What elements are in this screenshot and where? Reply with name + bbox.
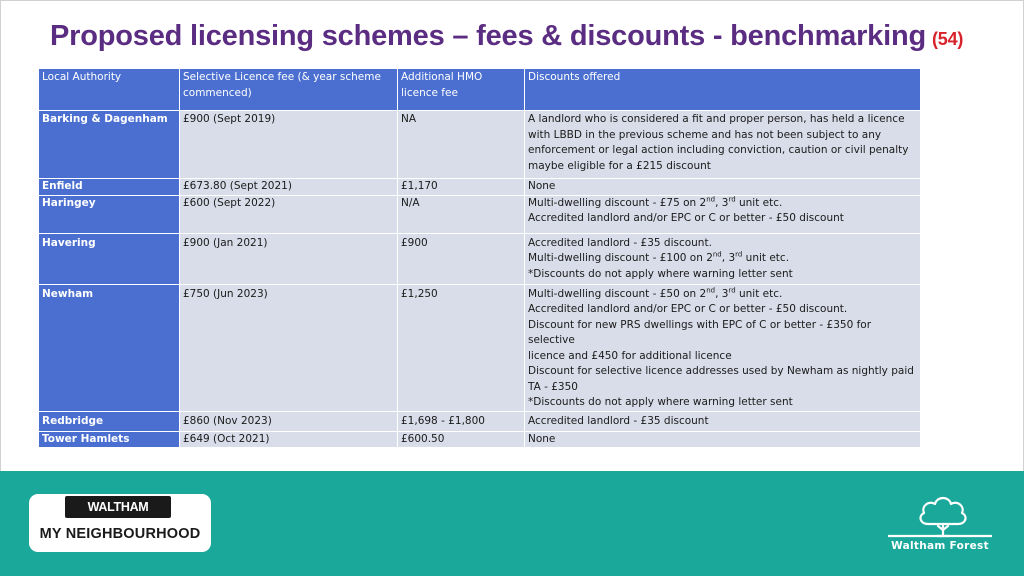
discount-line: with LBBD in the previous scheme and has… (528, 128, 882, 141)
tree-icon (888, 496, 992, 538)
discount-line: Multi-dwelling discount - £50 on 2nd, 3r… (528, 286, 783, 300)
table-row: Redbridge £860 (Nov 2023) £1,698 - £1,80… (38, 410, 921, 432)
discount-line: Accredited landlord - £35 discount. (528, 236, 712, 249)
discount-line: A landlord who is considered a fit and p… (528, 113, 905, 125)
discount-line: *Discounts do not apply where warning le… (528, 267, 793, 280)
logo-top-label: WALTHAM FOREST (65, 496, 171, 536)
hmo-fee-cell: £1,698 - £1,800 (397, 410, 525, 432)
discounts-cell: Multi-dwelling discount - £50 on 2nd, 3r… (524, 283, 921, 412)
discounts-cell: Accredited landlord - £35 discount (524, 410, 921, 432)
hmo-fee-cell: £600.50 (397, 430, 525, 448)
discount-line: Multi-dwelling discount - £100 on 2nd, 3… (528, 250, 790, 264)
discounts-cell: Multi-dwelling discount - £75 on 2nd, 3r… (524, 194, 921, 234)
hmo-fee-cell: N/A (397, 194, 525, 234)
selective-fee-cell: £900 (Sept 2019) (179, 110, 398, 179)
selective-fee-cell: £750 (Jun 2023) (179, 283, 398, 412)
authority-cell: Tower Hamlets (38, 430, 180, 448)
discount-line: Accredited landlord and/or EPC or C or b… (528, 303, 848, 315)
header-selective-fee: Selective Licence fee (& year scheme com… (179, 68, 398, 111)
table-row: Barking & Dagenham £900 (Sept 2019) NA A… (38, 110, 921, 179)
authority-cell: Redbridge (38, 410, 180, 432)
discount-line: maybe eligible for a £215 discount (528, 159, 711, 172)
discount-line: Accredited landlord - £35 discount (528, 414, 709, 427)
discount-line: *Discounts do not apply where warning le… (528, 396, 793, 408)
authority-cell: Newham (38, 283, 180, 412)
table-header-row: Local Authority Selective Licence fee (&… (38, 68, 921, 111)
authority-cell: Havering (38, 232, 180, 285)
discount-line: enforcement or legal action including co… (528, 144, 909, 156)
authority-cell: Enfield (38, 178, 180, 196)
header-discounts: Discounts offered (524, 68, 921, 111)
selective-fee-cell: £900 (Jan 2021) (179, 232, 398, 285)
authority-cell: Haringey (38, 194, 180, 234)
discount-line: Multi-dwelling discount - £75 on 2nd, 3r… (528, 195, 783, 209)
header-local-authority: Local Authority (38, 68, 180, 111)
hmo-fee-cell: £1,250 (397, 283, 525, 412)
table-row: Haringey £600 (Sept 2022) N/A Multi-dwel… (38, 194, 921, 234)
discount-line: Accredited landlord and/or EPC or C or b… (528, 212, 844, 224)
hmo-fee-cell: NA (397, 110, 525, 179)
selective-fee-cell: £673.80 (Sept 2021) (179, 178, 398, 196)
hmo-fee-cell: £1,170 (397, 178, 525, 196)
hmo-fee-cell: £900 (397, 232, 525, 285)
benchmarking-table: Local Authority Selective Licence fee (&… (38, 68, 921, 448)
selective-fee-cell: £860 (Nov 2023) (179, 410, 398, 432)
header-hmo-fee: Additional HMO licence fee (397, 68, 525, 111)
title-text: Proposed licensing schemes – fees & disc… (50, 20, 926, 52)
my-neighbourhood-logo: WALTHAM FOREST MY NEIGHBOURHOOD (29, 494, 211, 552)
slide-number: (54) (931, 29, 964, 49)
table-row: Newham £750 (Jun 2023) £1,250 Multi-dwel… (38, 283, 921, 412)
waltham-forest-wordmark: Waltham Forest (891, 540, 989, 552)
discounts-cell: Accredited landlord - £35 discount. Mult… (524, 232, 921, 285)
discount-line: Discount for new PRS dwellings with EPC … (528, 318, 872, 347)
waltham-forest-logo: Waltham Forest (884, 490, 996, 560)
logo-bottom-label: MY NEIGHBOURHOOD (39, 526, 201, 542)
table-row: Tower Hamlets £649 (Oct 2021) £600.50 No… (38, 430, 921, 448)
selective-fee-cell: £600 (Sept 2022) (179, 194, 398, 234)
slide-title: Proposed licensing schemes – fees & disc… (50, 20, 963, 53)
discounts-cell: None (524, 430, 921, 448)
authority-cell: Barking & Dagenham (38, 110, 180, 179)
table-row: Enfield £673.80 (Sept 2021) £1,170 None (38, 178, 921, 196)
discounts-cell: A landlord who is considered a fit and p… (524, 110, 921, 179)
selective-fee-cell: £649 (Oct 2021) (179, 430, 398, 448)
table-row: Havering £900 (Jan 2021) £900 Accredited… (38, 232, 921, 285)
discount-line: None (528, 180, 556, 192)
discount-line: TA - £350 (528, 380, 578, 393)
discount-line: licence and £450 for additional licence (528, 349, 732, 362)
discount-line: Discount for selective licence addresses… (528, 365, 914, 377)
discounts-cell: None (524, 178, 921, 196)
discount-line: None (528, 432, 556, 445)
